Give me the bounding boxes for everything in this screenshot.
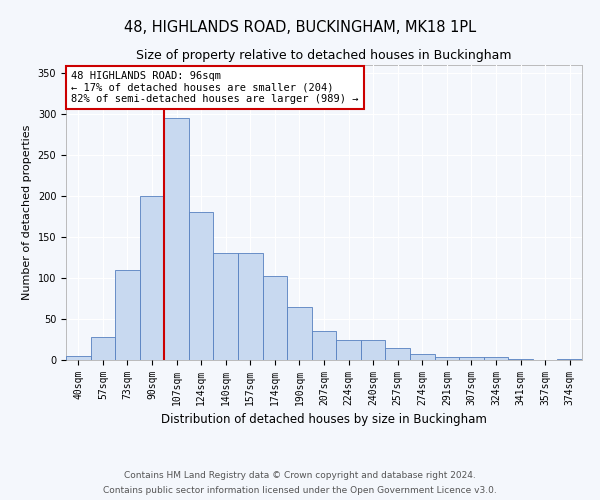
- Bar: [66, 356, 91, 360]
- Bar: [140, 196, 164, 360]
- Bar: [434, 356, 459, 360]
- Bar: [508, 359, 533, 360]
- Bar: [189, 212, 214, 360]
- Text: 48 HIGHLANDS ROAD: 96sqm
← 17% of detached houses are smaller (204)
82% of semi-: 48 HIGHLANDS ROAD: 96sqm ← 17% of detach…: [71, 71, 359, 104]
- Y-axis label: Number of detached properties: Number of detached properties: [22, 125, 32, 300]
- Bar: [410, 354, 434, 360]
- Bar: [164, 118, 189, 360]
- Bar: [336, 340, 361, 360]
- Bar: [459, 356, 484, 360]
- Bar: [115, 270, 140, 360]
- Text: Contains public sector information licensed under the Open Government Licence v3: Contains public sector information licen…: [103, 486, 497, 495]
- Text: Contains HM Land Registry data © Crown copyright and database right 2024.: Contains HM Land Registry data © Crown c…: [124, 471, 476, 480]
- Bar: [91, 337, 115, 360]
- Bar: [214, 254, 238, 360]
- Bar: [263, 276, 287, 360]
- Bar: [238, 254, 263, 360]
- Bar: [287, 306, 312, 360]
- Bar: [312, 332, 336, 360]
- X-axis label: Distribution of detached houses by size in Buckingham: Distribution of detached houses by size …: [161, 414, 487, 426]
- Bar: [484, 356, 508, 360]
- Bar: [385, 348, 410, 360]
- Bar: [361, 340, 385, 360]
- Bar: [557, 359, 582, 360]
- Text: 48, HIGHLANDS ROAD, BUCKINGHAM, MK18 1PL: 48, HIGHLANDS ROAD, BUCKINGHAM, MK18 1PL: [124, 20, 476, 35]
- Title: Size of property relative to detached houses in Buckingham: Size of property relative to detached ho…: [136, 50, 512, 62]
